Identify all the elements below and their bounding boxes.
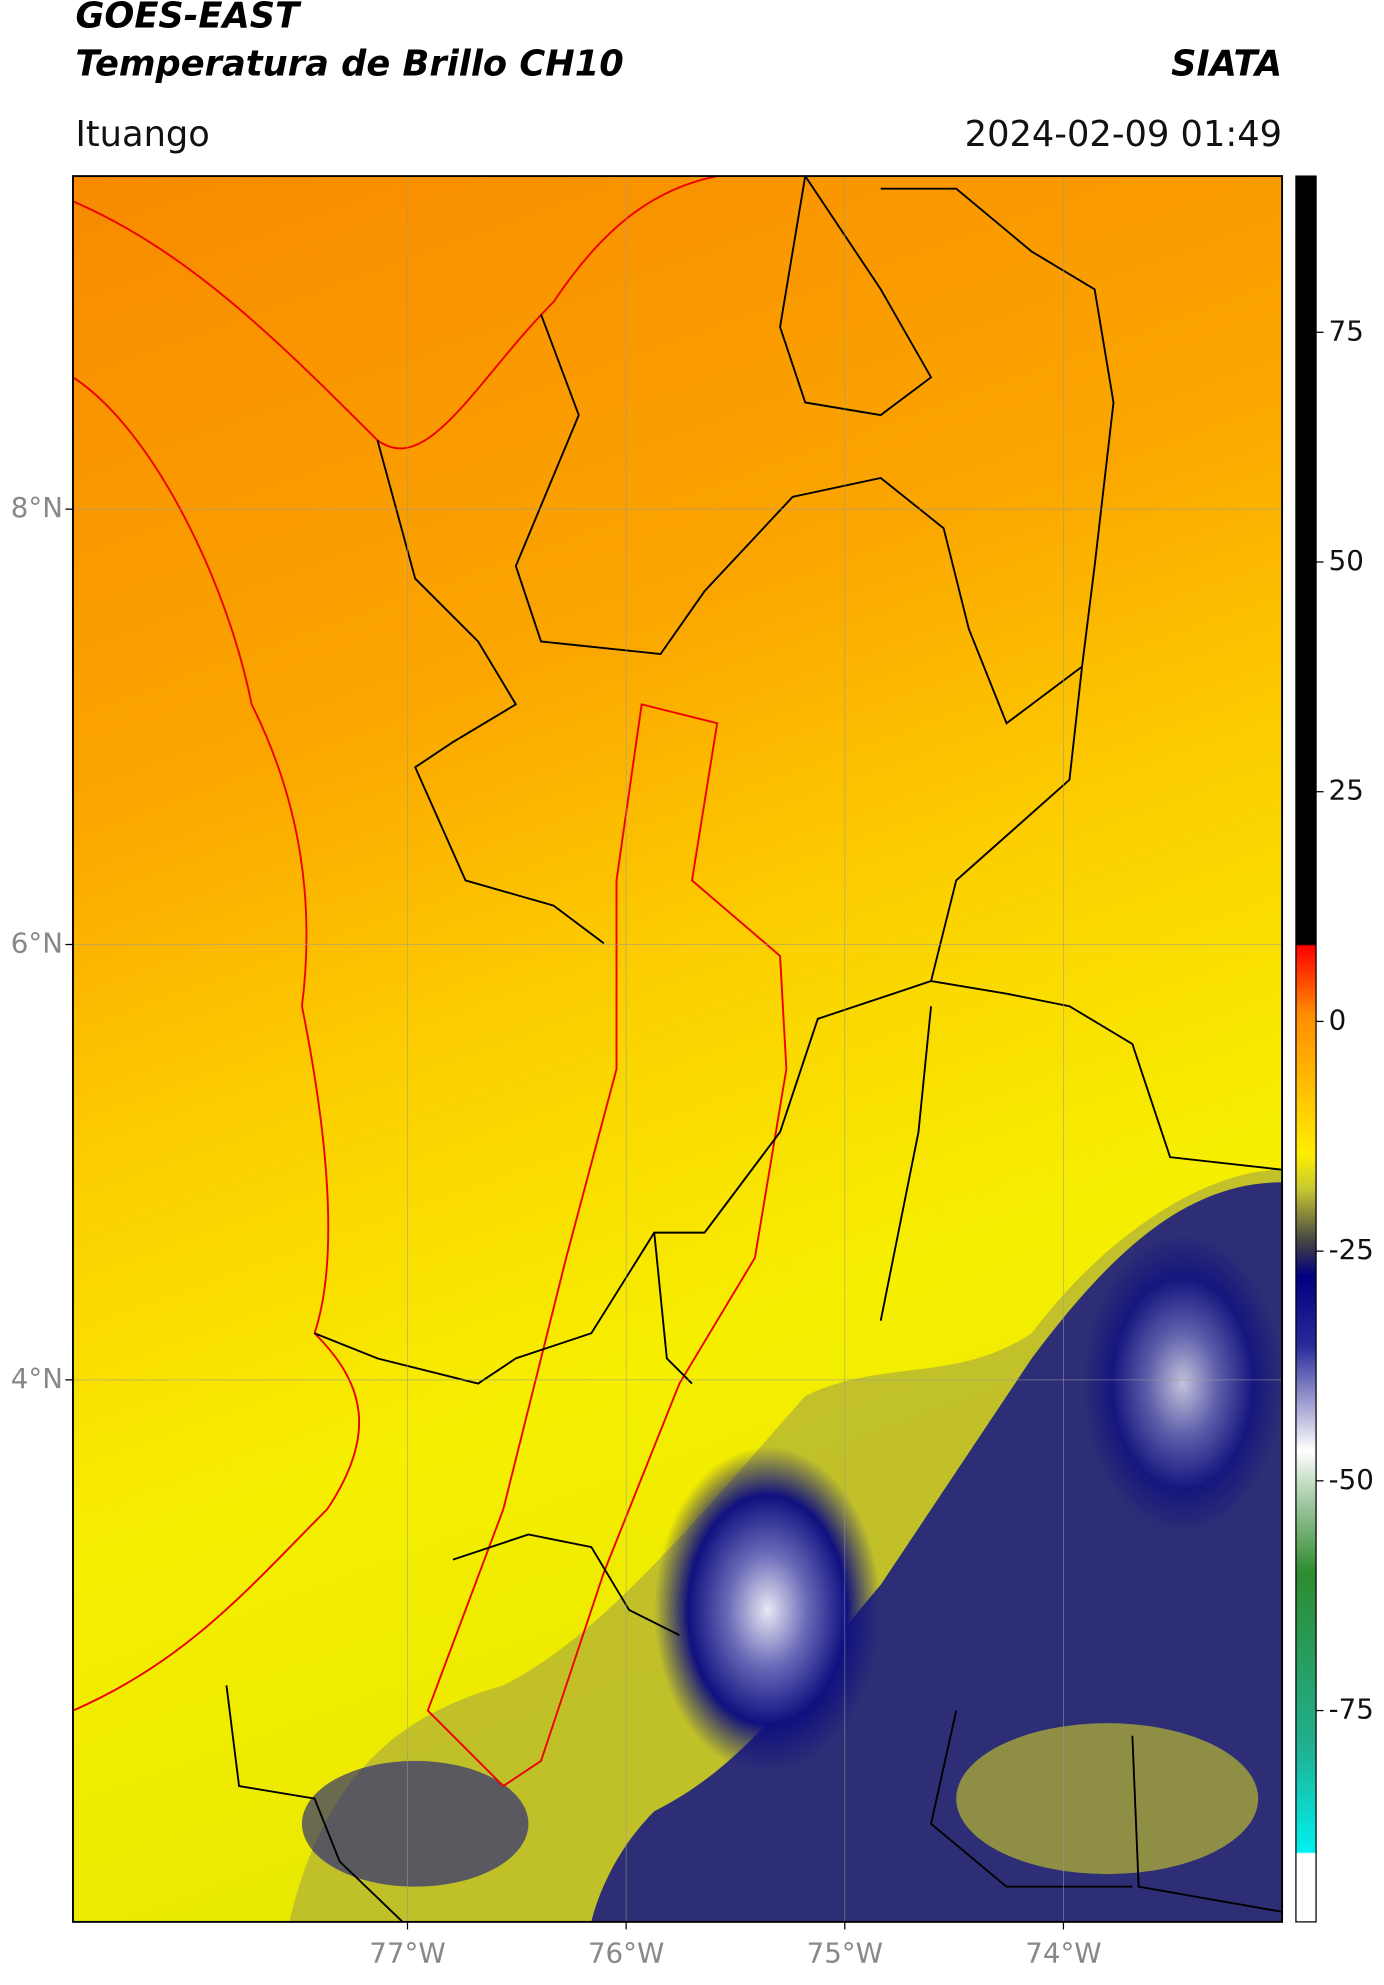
cold-top — [654, 1446, 881, 1774]
x-tick-label: 75°W — [807, 1937, 883, 1970]
cold-top — [1082, 1232, 1283, 1535]
colorbar-tick-label: -25 — [1329, 1233, 1374, 1266]
region: Ituango — [75, 114, 209, 155]
x-tick-label: 74°W — [1025, 1937, 1101, 1970]
colorbar-tick-label: 75 — [1329, 314, 1364, 347]
cloud-gap — [956, 1723, 1259, 1875]
colorbar-tick-label: 0 — [1329, 1003, 1347, 1036]
agency: SIATA — [1171, 43, 1282, 84]
colorbar — [1295, 175, 1317, 1923]
map-frame — [72, 175, 1284, 1923]
y-tick-label: 4°N — [11, 1362, 63, 1395]
x-tick-label: 76°W — [588, 1937, 664, 1970]
cloud-patch — [301, 1760, 529, 1887]
coastline — [72, 376, 360, 1712]
x-tick-label: 77°W — [369, 1937, 445, 1970]
grid — [72, 176, 1283, 1922]
y-tick-label: 8°N — [11, 491, 63, 524]
colorbar-tick-label: -50 — [1329, 1463, 1374, 1496]
source-title: GOES-EAST — [75, 0, 302, 37]
map-area — [72, 176, 1283, 1922]
datetime: 2024-02-09 01:49 — [965, 114, 1282, 155]
coastline — [72, 176, 718, 450]
colorbar-tick-label: 25 — [1329, 774, 1364, 807]
admin-border — [225, 176, 1283, 1922]
basin-outline — [426, 703, 788, 1788]
y-tick-label: 6°N — [11, 927, 63, 960]
colorbar-tick-label: 50 — [1329, 544, 1364, 577]
colorbar-tick-label: -75 — [1329, 1693, 1374, 1726]
product-title: Temperatura de Brillo CH10 — [75, 43, 623, 84]
